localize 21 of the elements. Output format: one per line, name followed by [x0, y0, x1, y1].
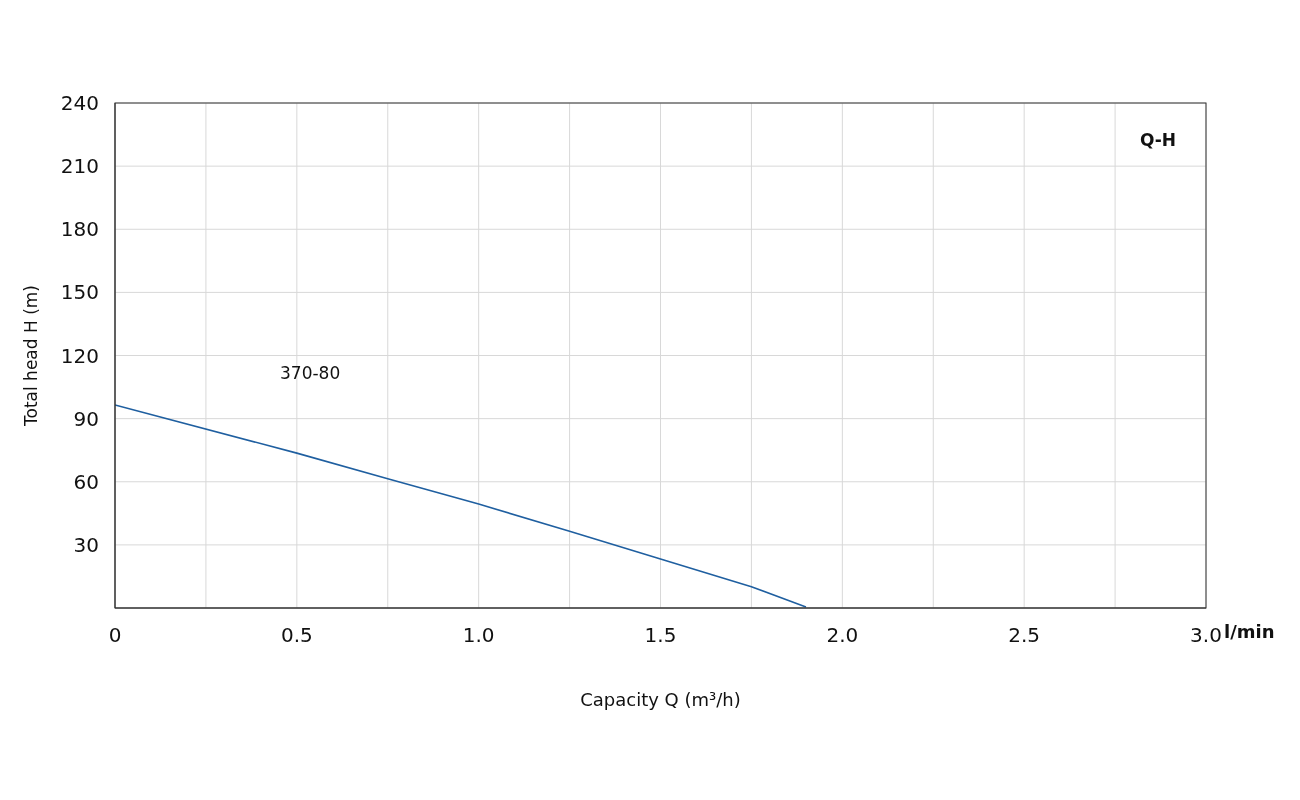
- x-tick-label: 0.5: [280, 623, 313, 648]
- text: l/min: [1224, 621, 1275, 642]
- x-axis-title: Capacity Q (m³/h): [580, 689, 741, 710]
- y-tick-label: 210: [60, 154, 99, 179]
- x-tick-label: 0: [108, 623, 122, 648]
- y-tick-label: 30: [73, 532, 99, 557]
- y-tick-label: 150: [60, 280, 99, 305]
- x-tick-label: 1.5: [644, 623, 677, 648]
- x-tick-label: 1.0: [462, 623, 495, 648]
- y-axis-title: Total head H (m): [21, 285, 41, 427]
- y-tick-label: 240: [60, 91, 99, 116]
- y-tick-label: 90: [73, 406, 99, 431]
- text: 370-80: [280, 362, 341, 383]
- x-tick-label: 3.0: [1190, 623, 1222, 648]
- y-tick-label: 180: [60, 217, 99, 242]
- x-tick-label: 2.0: [826, 623, 859, 648]
- line-series: [115, 404, 807, 608]
- y-tick-label: 60: [73, 469, 99, 494]
- x-tick-label: 2.5: [1008, 623, 1041, 648]
- annotation: Q-H: [1139, 130, 1176, 150]
- y-tick-label: 120: [60, 343, 99, 368]
